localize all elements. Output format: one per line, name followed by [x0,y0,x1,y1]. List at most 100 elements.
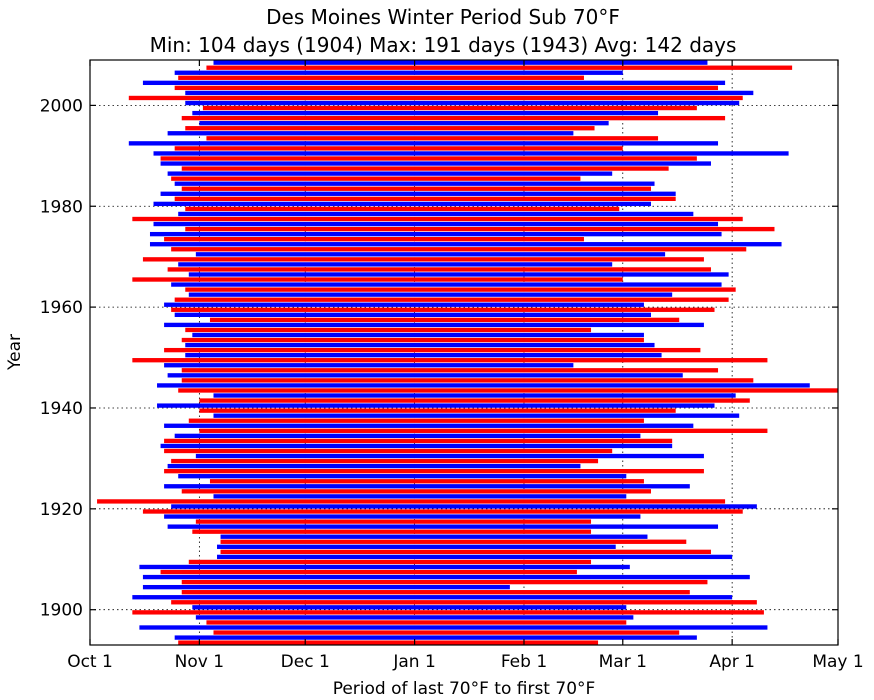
winter-bar [192,332,644,338]
winter-bar [157,403,715,408]
winter-bar [185,126,595,131]
x-tick-label: Nov 1 [175,652,224,672]
winter-bar [181,186,652,191]
winter-bar [178,388,839,393]
winter-bar [171,504,757,509]
winter-bar [178,75,584,80]
winter-bar [178,640,599,645]
winter-bar [164,448,613,454]
winter-bar [142,584,510,590]
winter-bar [217,544,616,549]
winter-bar [174,635,697,640]
winter-bar [164,468,704,474]
winter-bar [164,484,690,489]
winter-bar [181,337,644,343]
winter-bar [174,181,655,186]
winter-bar [174,297,729,302]
winter-bar [192,605,627,610]
winter-bar [171,176,581,181]
x-tick-label: Oct 1 [67,652,113,672]
winter-bar [217,554,733,560]
winter-bar [160,161,711,166]
winter-bar [164,423,694,428]
winter-bar [174,70,623,75]
winter-bar [206,620,627,625]
winter-bar [164,302,644,307]
y-axis-label: Year [5,334,25,371]
winter-bar [220,549,711,555]
winter-bar [192,529,592,534]
chart-subtitle: Min: 104 days (1904) Max: 191 days (1943… [150,33,737,57]
winter-bar [185,100,740,106]
x-tick-label: Mar 1 [599,652,647,672]
winter-bar [153,151,789,156]
winter-bar [195,252,666,257]
winter-bar [181,590,690,595]
winter-bar [181,489,652,494]
winter-bar [139,564,630,570]
chart-title: Des Moines Winter Period Sub 70°F [266,5,620,29]
winter-bar [164,363,574,368]
x-tick-label: Dec 1 [281,652,330,672]
x-tick-label: Apr 1 [709,652,755,672]
winter-bar [164,237,584,242]
winter-bar [178,211,694,217]
y-tick-label: 1940 [40,399,83,419]
winter-bar [164,438,673,444]
winter-bar [132,216,743,222]
winter-bar [160,569,577,575]
winter-bar [142,509,743,514]
winter-bar [153,201,651,207]
winter-bar [174,312,651,317]
winter-bar [220,539,687,544]
winter-bar [181,378,754,383]
y-tick-label: 1920 [40,500,83,520]
winter-bar [181,115,726,121]
winter-bar [160,156,697,161]
winter-bar [199,398,750,403]
winter-bar [167,131,574,136]
winter-bar [188,559,592,565]
winter-bar [199,121,609,126]
winter-bar [188,272,729,277]
winter-bar [206,65,793,70]
winter-bar [171,282,722,287]
y-tick-label: 1900 [40,601,83,621]
winter-bar [171,458,599,464]
winter-bar [185,353,662,358]
winter-bar [188,418,644,423]
winter-bar [213,494,627,499]
winter-bar [185,327,592,333]
y-tick-label: 1960 [40,298,83,318]
winter-bar [157,383,810,388]
winter-bar [209,479,644,484]
winter-bar [209,317,680,323]
bars [97,60,839,645]
winter-bar [167,373,683,378]
x-tick-label: Feb 1 [501,652,547,672]
winter-bar [185,226,775,232]
winter-bar [185,206,620,212]
winter-bar [164,347,701,353]
winter-bar [160,443,673,449]
winter-bar [174,433,641,439]
winter-bar [167,267,711,272]
winter-bar [192,110,659,116]
winter-bar [171,600,757,605]
winter-bar [220,534,648,539]
axis-ticks: Oct 1 Nov 1 Dec 1 Jan 1 Feb 1 Mar 1 Apr 1 May 1… [40,60,864,672]
winter-bar [174,196,676,202]
winter-bar [149,242,782,247]
winter-bar [132,595,733,600]
winter-bar [181,166,669,171]
winter-bar [164,514,641,519]
winter-bar [164,322,704,328]
y-tick-label: 1980 [40,197,83,217]
winter-bar [171,307,715,312]
winter-bar [213,393,736,398]
winter-bar [142,80,726,86]
winter-bar [139,625,768,630]
x-tick-label: May 1 [812,652,863,672]
winter-bar [195,453,704,459]
